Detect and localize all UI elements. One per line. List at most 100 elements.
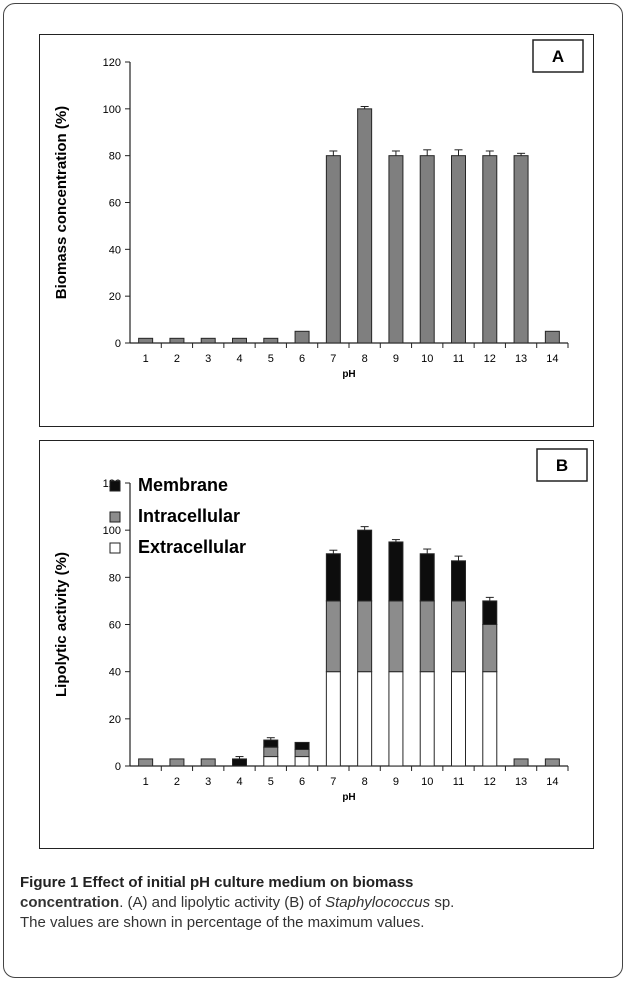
chart-b-bar-intracellular: [451, 600, 466, 673]
figure-caption-line3: The values are shown in percentage of th…: [20, 914, 425, 931]
chart-b-legend-swatch-membrane: [109, 480, 121, 492]
chart-b-bar-extracellular: [482, 671, 498, 767]
chart-b-bar-intracellular: [294, 748, 310, 758]
chart-a-y-tick-label: 80: [109, 151, 121, 163]
chart-a-bar: [325, 155, 341, 344]
chart-b-y-tick-label: 80: [109, 572, 121, 584]
chart-a-x-tick-label: 4: [236, 353, 242, 365]
chart-b-x-tick-label: 5: [268, 776, 274, 788]
chart-b-panel-label: B: [556, 456, 568, 475]
chart-a-bar: [138, 337, 154, 344]
chart-a-x-tick-label: 7: [330, 353, 336, 365]
chart-a-x-tick-label: 2: [174, 353, 180, 365]
chart-b-bar-intracellular: [263, 746, 279, 758]
chart-b-x-tick-label: 1: [143, 776, 149, 788]
chart-b-bar-intracellular: [169, 758, 185, 767]
chart-b-bar-intracellular: [419, 600, 435, 673]
chart-a-bar: [294, 330, 310, 344]
chart-b-bar-membrane: [419, 553, 435, 602]
caption-title-cont: concentration: [20, 894, 120, 911]
chart-a-bar: [419, 155, 435, 344]
chart-a-y-tick-label: 0: [115, 338, 121, 350]
chart-b-x-tick-label: 12: [484, 776, 496, 788]
chart-b-panel-label-box: [536, 448, 588, 482]
chart-a-x-tick-label: 13: [515, 353, 527, 365]
chart-b-bar-membrane: [451, 560, 466, 602]
chart-a-bar: [513, 155, 529, 344]
chart-b-x-axis-label: pH: [342, 792, 355, 803]
chart-b-y-tick-label: 0: [115, 761, 121, 773]
chart-a-bar: [544, 330, 560, 344]
chart-b-bar-membrane: [325, 553, 341, 602]
chart-b-x-tick-label: 11: [453, 776, 464, 788]
chart-b-y-tick-label: 60: [109, 620, 121, 632]
chart-b-bar-intracellular: [388, 600, 404, 673]
chart-a-bar: [451, 155, 466, 344]
chart-a-x-tick-label: 12: [484, 353, 496, 365]
chart-a-bar: [232, 337, 247, 344]
chart-a-x-axis-label: pH: [342, 369, 355, 380]
chart-panel-b: B0204060801001201234567891011121314pHLip…: [39, 440, 594, 849]
chart-b-x-tick-label: 14: [546, 776, 558, 788]
chart-a-x-tick-label: 3: [205, 353, 211, 365]
chart-b-x-tick-label: 4: [236, 776, 242, 788]
chart-a-bar: [482, 155, 498, 344]
chart-a-y-tick-label: 120: [103, 57, 121, 69]
chart-b-bar-extracellular: [388, 671, 404, 767]
chart-b-legend-label: Intracellular: [138, 506, 240, 526]
chart-a-x-tick-label: 10: [421, 353, 433, 365]
chart-b-bar-intracellular: [513, 758, 529, 767]
chart-b-bar-membrane: [388, 541, 404, 602]
chart-b-bar-membrane: [232, 758, 247, 767]
chart-a-bar: [169, 337, 185, 344]
chart-b-bar-membrane: [294, 741, 310, 750]
chart-b-legend-swatch-extracellular: [109, 542, 121, 554]
chart-b-x-tick-label: 9: [393, 776, 399, 788]
chart-a-y-tick-label: 20: [109, 291, 121, 303]
chart-b-bar-membrane: [482, 600, 498, 626]
caption-title-text: Figure 1 Effect of initial pH culture me…: [20, 874, 414, 891]
chart-b-bar-extracellular: [357, 671, 373, 767]
chart-b-bar-extracellular: [325, 671, 341, 767]
chart-b-bar-intracellular: [325, 600, 341, 673]
chart-b-bar-intracellular: [138, 758, 154, 767]
caption-line2-text: . (A) and lipolytic activity (B) of: [119, 894, 326, 911]
chart-b-svg: B0204060801001201234567891011121314pHLip…: [53, 448, 588, 803]
chart-b-bar-intracellular: [482, 624, 498, 673]
chart-a-x-tick-label: 14: [546, 353, 558, 365]
chart-a-x-tick-label: 1: [143, 353, 149, 365]
chart-a-x-tick-label: 9: [393, 353, 399, 365]
chart-a-y-tick-label: 100: [103, 104, 121, 116]
chart-a-x-tick-label: 8: [362, 353, 368, 365]
figure-caption-title: Figure 1 Effect of initial pH culture me…: [20, 873, 612, 893]
chart-b-y-axis-label: Lipolytic activity (%): [53, 552, 70, 697]
chart-b-bar-intracellular: [357, 600, 373, 673]
figure-frame: [3, 3, 623, 978]
chart-b-x-tick-label: 2: [174, 776, 180, 788]
chart-b-x-tick-label: 3: [205, 776, 211, 788]
chart-a-y-axis-label: Biomass concentration (%): [53, 106, 70, 299]
chart-b-bar-extracellular: [294, 756, 310, 767]
caption-line2-end: sp.: [430, 894, 455, 911]
chart-b-bar-extracellular: [419, 671, 435, 767]
chart-a-bar: [357, 108, 373, 344]
chart-b-bar-intracellular: [544, 758, 560, 767]
chart-a-y-tick-label: 60: [109, 198, 121, 210]
chart-a-bar: [200, 337, 216, 344]
chart-b-x-tick-label: 6: [299, 776, 305, 788]
chart-a-x-tick-label: 6: [299, 353, 305, 365]
chart-b-legend-swatch-intracellular: [109, 511, 121, 523]
chart-b-x-tick-label: 7: [330, 776, 336, 788]
chart-b-bar-membrane: [357, 529, 373, 602]
chart-b-bar-intracellular: [200, 758, 216, 767]
chart-b-x-tick-label: 8: [362, 776, 368, 788]
chart-a-y-tick-label: 40: [109, 244, 121, 256]
chart-b-x-tick-label: 13: [515, 776, 527, 788]
chart-a-panel-label-box: [532, 39, 584, 73]
chart-a-bar: [263, 337, 279, 344]
chart-b-y-tick-label: 40: [109, 667, 121, 679]
chart-a-bar: [388, 155, 404, 344]
figure-caption-line2: concentration. (A) and lipolytic activit…: [20, 893, 612, 913]
chart-panel-a: A 0 20 40 60 80 100 120 1 2 3 4 5 6 7 8 9 10 11 12 13 14 pH Bio…: [39, 34, 594, 427]
